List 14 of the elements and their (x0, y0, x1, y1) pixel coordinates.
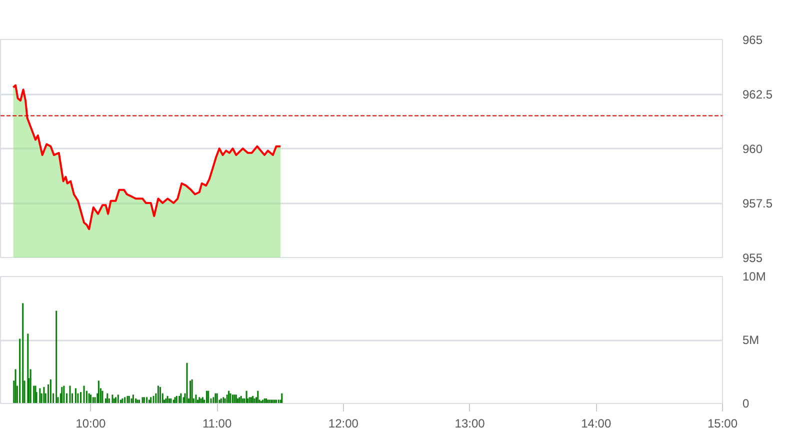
x-tick-label: 13:00 (454, 416, 486, 430)
y-tick-label: 962.5 (742, 88, 773, 102)
y-tick-label: 10M (742, 270, 766, 284)
y-tick-label: 5M (742, 333, 760, 347)
x-tick-label: 12:00 (328, 416, 359, 430)
x-tick-label: 15:00 (707, 416, 738, 430)
y-tick-label: 960 (742, 142, 763, 156)
y-tick-label: 965 (742, 33, 763, 47)
y-tick-label: 955 (742, 251, 763, 265)
x-tick-label: 10:00 (76, 416, 106, 430)
y-tick-label: 0 (742, 396, 750, 410)
x-tick-label: 14:00 (581, 416, 612, 430)
y-tick-label: 957.5 (742, 196, 773, 210)
x-tick-label: 11:00 (202, 416, 232, 430)
